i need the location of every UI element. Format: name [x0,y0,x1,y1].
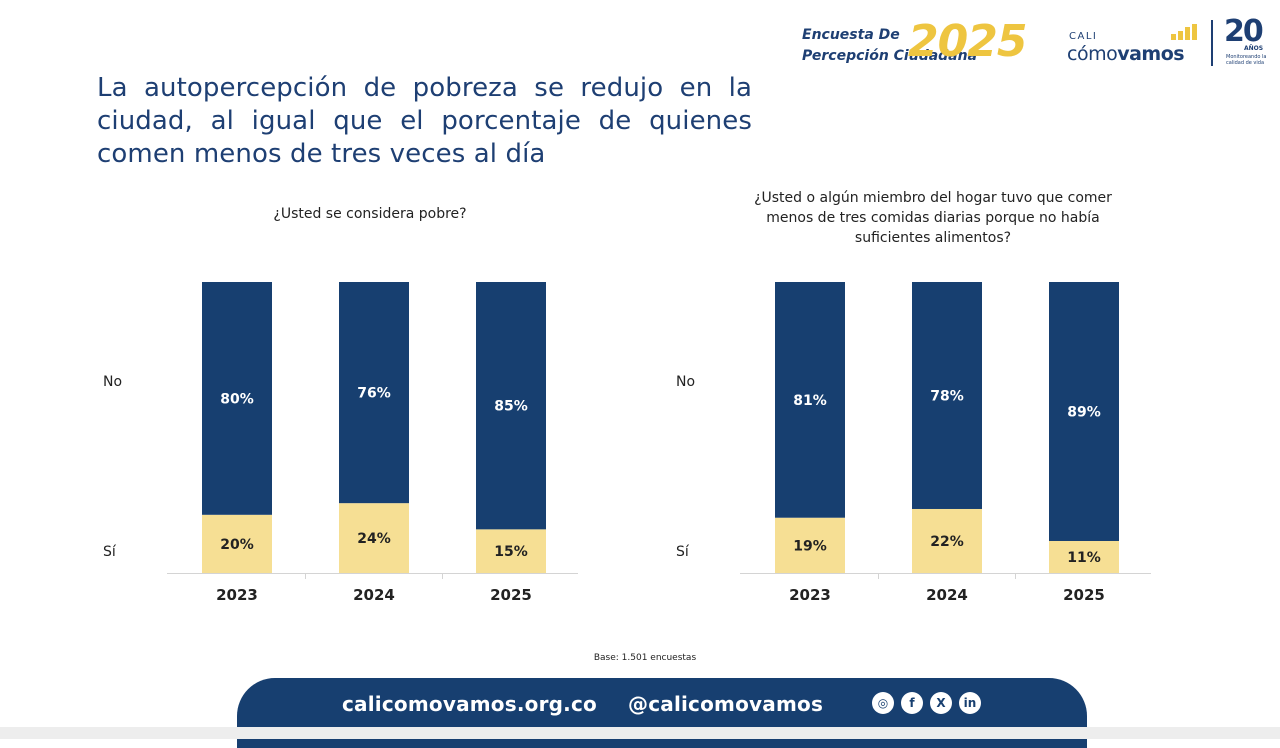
survey-logo-line1: Encuesta De [802,27,900,43]
cali-logo-small-text: CALI [1069,31,1098,42]
header-divider [1211,20,1213,66]
bar-no-2025 [476,282,546,530]
anniversary-tagline: Monitoreando la calidad de vida [1226,54,1267,66]
anniversary-word: AÑOS [1244,45,1264,52]
survey-logo: Encuesta De Percepción Ciudadana 2025 [802,16,1032,70]
data-label-si-2025: 11% [1067,550,1101,566]
bar-no-2023 [202,282,272,515]
data-label-no-2025: 85% [494,399,528,415]
chart-poverty-self-perception: No Sí 20% 80% 2023 24% 76% 2024 15% 85% 2025 [103,282,578,604]
page-title: La autopercepción de pobreza se redujo e… [97,73,752,169]
data-label-si-2025: 15% [494,544,528,560]
chart2-question: ¿Usted o algún miembro del hogar tuvo qu… [754,190,1112,246]
bar-si-2025 [476,529,546,573]
row-label-no: No [103,374,122,390]
data-label-no-2023: 81% [793,393,827,409]
data-label-si-2024: 24% [357,531,391,547]
cali-logo-como: cómo [1067,43,1118,65]
facebook-icon[interactable]: f [901,692,923,714]
footer-website-link[interactable]: calicomovamos.org.co [342,692,597,716]
base-note: Base: 1.501 encuestas [593,653,697,663]
row-label-no: No [676,374,695,390]
bar-si-2023 [775,517,845,573]
bar-si-2024 [912,508,982,573]
x-tick-label-2025: 2025 [1063,586,1105,604]
chart-fewer-meals: No Sí 19% 81% 2023 22% 78% 2024 11% 89% 2025 [676,282,1151,604]
bar-si-2025 [1049,540,1119,573]
data-label-si-2023: 20% [220,537,254,553]
chart1-question: ¿Usted se considera pobre? [273,206,467,222]
x-icon[interactable]: X [930,692,952,714]
linkedin-icon[interactable]: in [959,692,981,714]
row-label-si: Sí [676,544,690,560]
bar-no-2024 [339,282,409,504]
x-tick-label-2024: 2024 [926,586,968,604]
cali-logo-big-text: cómovamos [1067,43,1185,65]
cali-logo-vamos: vamos [1117,43,1185,65]
bar-no-2023 [775,282,845,518]
x-tick-label-2025: 2025 [490,586,532,604]
cali-como-vamos-logo: CALI cómovamos [1067,24,1199,68]
bar-si-2023 [202,514,272,573]
anniversary-logo: 20 AÑOS Monitoreando la calidad de vida [1220,14,1276,70]
survey-logo-line2: Percepción Ciudadana [802,48,978,64]
data-label-si-2023: 19% [793,538,827,554]
data-label-no-2024: 78% [930,388,964,404]
anniversary-number: 20 [1224,14,1264,49]
x-tick-label-2023: 2023 [216,586,258,604]
bar-signal-icon [1171,24,1197,40]
bar-no-2024 [912,282,982,509]
bar-no-2025 [1049,282,1119,541]
x-tick-label-2024: 2024 [353,586,395,604]
data-label-si-2024: 22% [930,534,964,550]
bar-si-2024 [339,503,409,573]
data-label-no-2023: 80% [220,391,254,407]
data-label-no-2025: 89% [1067,404,1101,420]
bottom-strip [0,727,1280,739]
row-label-si: Sí [103,544,117,560]
x-tick-label-2023: 2023 [789,586,831,604]
data-label-no-2024: 76% [357,386,391,402]
instagram-icon[interactable]: ◎ [872,692,894,714]
footer-social-handle[interactable]: @calicomovamos [628,692,824,716]
survey-logo-year: 2025 [908,16,1027,67]
